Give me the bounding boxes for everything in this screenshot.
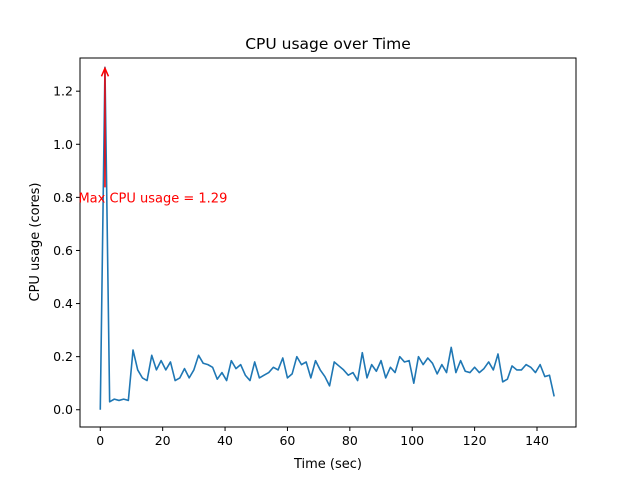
y-tick-label: 1.0 xyxy=(53,137,73,152)
y-tick-label: 1.2 xyxy=(53,84,73,99)
y-tick-label: 0.2 xyxy=(53,349,73,364)
y-tick-label: 0.0 xyxy=(53,402,73,417)
annotation-max-label: Max CPU usage = 1.29 xyxy=(78,191,227,206)
x-tick-label: 140 xyxy=(525,433,549,448)
annotation-layer: Max CPU usage = 1.29 xyxy=(78,66,227,206)
y-tick-label: 0.6 xyxy=(53,243,73,258)
x-axis-label: Time (sec) xyxy=(293,457,362,472)
x-tick-label: 40 xyxy=(217,433,233,448)
x-tick-label: 80 xyxy=(342,433,358,448)
y-axis-label: CPU usage (cores) xyxy=(28,183,43,302)
x-tick-label: 20 xyxy=(155,433,171,448)
series-line-0 xyxy=(99,66,555,410)
annotation-arrow-head xyxy=(100,66,110,77)
x-tick-label: 0 xyxy=(96,433,104,448)
plot-area-frame xyxy=(79,57,577,428)
chart-title: CPU usage over Time xyxy=(245,35,411,53)
x-tick-label: 60 xyxy=(279,433,295,448)
y-tick-label: 0.8 xyxy=(53,190,73,205)
x-axis-ticks: 0 20 40 60 80 100 120 140 xyxy=(96,427,549,448)
x-tick-label: 100 xyxy=(400,433,424,448)
plot-layer xyxy=(99,66,555,410)
x-tick-label: 120 xyxy=(463,433,487,448)
y-tick-label: 0.4 xyxy=(53,296,73,311)
y-axis-ticks: 0.0 0.2 0.4 0.6 0.8 1.0 1.2 xyxy=(53,84,80,417)
